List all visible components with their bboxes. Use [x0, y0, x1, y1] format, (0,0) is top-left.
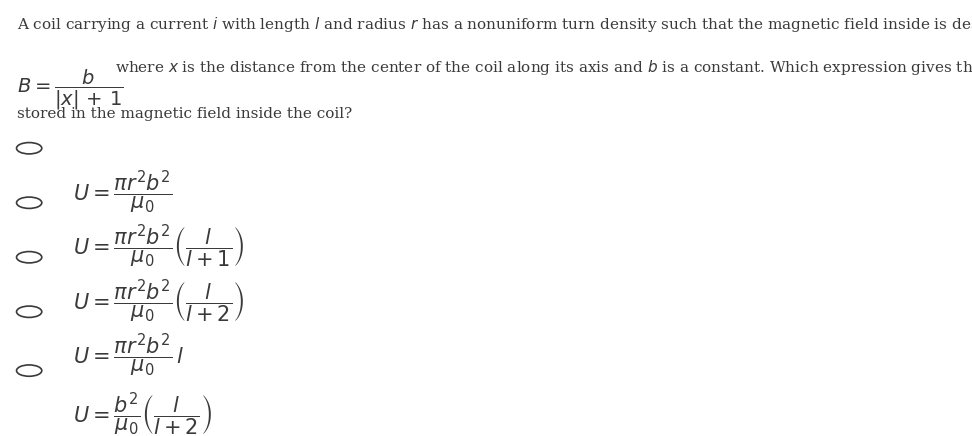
Text: A coil carrying a current $i$ with length $l$ and radius $r$ has a nonuniform tu: A coil carrying a current $i$ with lengt…: [17, 15, 972, 34]
Text: $U = \dfrac{\pi r^2 b^2}{\mu_0}\left(\dfrac{l}{l+1}\right)$: $U = \dfrac{\pi r^2 b^2}{\mu_0}\left(\df…: [73, 222, 244, 270]
Text: stored in the magnetic field inside the coil?: stored in the magnetic field inside the …: [17, 107, 353, 121]
Text: $U = \dfrac{\pi r^2 b^2}{\mu_0}\,l$: $U = \dfrac{\pi r^2 b^2}{\mu_0}\,l$: [73, 331, 185, 379]
Text: $U = \dfrac{b^2}{\mu_0}\left(\dfrac{l}{l+2}\right)$: $U = \dfrac{b^2}{\mu_0}\left(\dfrac{l}{l…: [73, 390, 212, 436]
Text: $U = \dfrac{\pi r^2 b^2}{\mu_0}$: $U = \dfrac{\pi r^2 b^2}{\mu_0}$: [73, 168, 172, 215]
Text: $U = \dfrac{\pi r^2 b^2}{\mu_0}\left(\dfrac{l}{l+2}\right)$: $U = \dfrac{\pi r^2 b^2}{\mu_0}\left(\df…: [73, 277, 244, 324]
Text: where $x$ is the distance from the center of the coil along its axis and $b$ is : where $x$ is the distance from the cente…: [115, 58, 972, 77]
Text: $B = \dfrac{b}{|x|\,+\,1}$: $B = \dfrac{b}{|x|\,+\,1}$: [17, 68, 124, 112]
